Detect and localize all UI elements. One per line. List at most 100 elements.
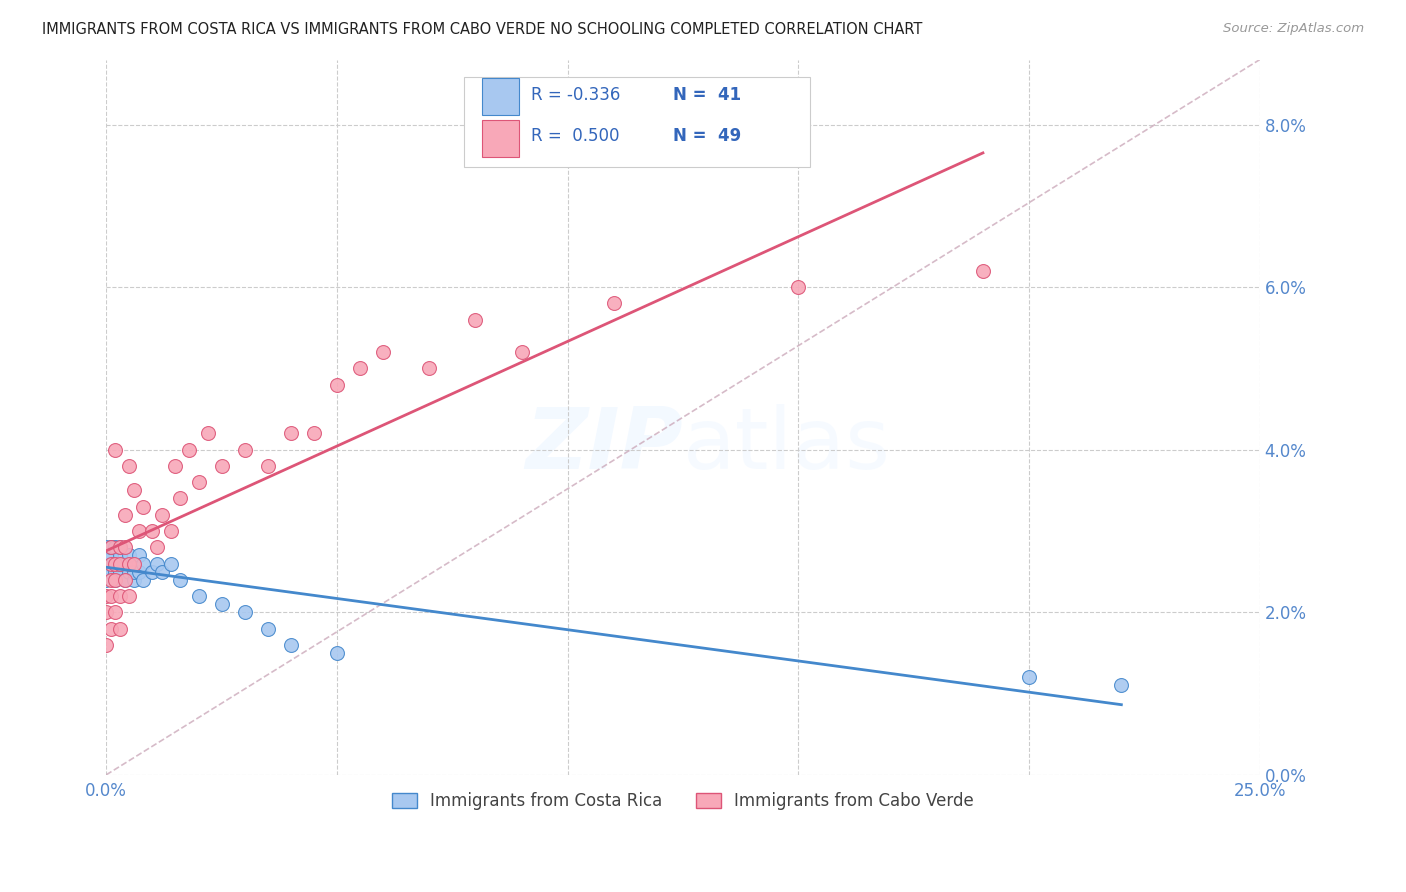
Point (150, 508, 173, 522)
Point (104, 573, 127, 587)
Text: IMMIGRANTS FROM COSTA RICA VS IMMIGRANTS FROM CABO VERDE NO SCHOOLING COMPLETED : IMMIGRANTS FROM COSTA RICA VS IMMIGRANTS… (42, 22, 922, 37)
Point (96, 557, 118, 571)
Point (100, 541, 122, 555)
Point (187, 589, 209, 603)
Point (1018, 670, 1040, 684)
Point (165, 458, 187, 473)
Point (160, 524, 183, 538)
Point (96, 589, 118, 603)
Point (141, 565, 163, 579)
Point (100, 541, 122, 555)
Point (211, 458, 233, 473)
Point (326, 377, 349, 392)
Point (122, 565, 145, 579)
Point (302, 426, 325, 441)
Point (100, 565, 122, 579)
Point (100, 557, 122, 571)
Point (132, 500, 155, 514)
Point (114, 573, 136, 587)
Point (96, 638, 118, 652)
Point (96, 605, 118, 619)
Point (464, 312, 486, 326)
Point (100, 541, 122, 555)
Point (108, 557, 131, 571)
Point (114, 541, 136, 555)
Point (104, 442, 127, 457)
Point (104, 605, 127, 619)
Point (128, 549, 150, 563)
Point (100, 622, 122, 636)
Point (256, 458, 278, 473)
Text: 0.0%: 0.0% (86, 782, 127, 800)
FancyBboxPatch shape (482, 78, 519, 115)
Point (104, 557, 127, 571)
Point (96, 541, 118, 555)
Point (114, 557, 136, 571)
Point (118, 589, 141, 603)
Point (100, 589, 122, 603)
Point (603, 296, 626, 310)
Point (211, 597, 233, 611)
Point (122, 557, 145, 571)
Point (510, 345, 533, 359)
Point (114, 508, 136, 522)
Point (104, 541, 127, 555)
Point (146, 557, 169, 571)
Point (972, 264, 994, 278)
Point (108, 622, 131, 636)
Point (349, 361, 371, 376)
Point (160, 557, 183, 571)
Text: Source: ZipAtlas.com: Source: ZipAtlas.com (1223, 22, 1364, 36)
Point (122, 573, 145, 587)
Point (280, 638, 302, 652)
Point (371, 345, 394, 359)
Point (104, 573, 127, 587)
Point (108, 541, 131, 555)
Text: ZIP: ZIP (526, 404, 683, 487)
Text: atlas: atlas (683, 404, 891, 487)
Point (418, 361, 440, 376)
Point (100, 549, 122, 563)
Point (96, 549, 118, 563)
Text: N =  41: N = 41 (672, 86, 741, 103)
Point (326, 646, 349, 660)
Point (233, 605, 256, 619)
Point (100, 573, 122, 587)
Point (141, 524, 163, 538)
Legend: Immigrants from Costa Rica, Immigrants from Cabo Verde: Immigrants from Costa Rica, Immigrants f… (385, 785, 980, 816)
Point (132, 573, 155, 587)
Point (132, 557, 155, 571)
Point (104, 565, 127, 579)
Point (108, 565, 131, 579)
Point (128, 524, 150, 538)
Point (122, 483, 145, 498)
Point (108, 557, 131, 571)
Point (118, 549, 141, 563)
Text: 25.0%: 25.0% (1233, 782, 1286, 800)
Point (108, 549, 131, 563)
Text: R = -0.336: R = -0.336 (530, 86, 620, 103)
Point (96, 573, 118, 587)
FancyBboxPatch shape (482, 120, 519, 157)
Point (118, 565, 141, 579)
Point (108, 589, 131, 603)
Point (108, 541, 131, 555)
Point (150, 565, 173, 579)
Point (197, 426, 219, 441)
Point (1111, 678, 1133, 692)
Point (100, 557, 122, 571)
Point (187, 475, 209, 490)
Point (787, 280, 810, 294)
FancyBboxPatch shape (464, 78, 810, 167)
Point (280, 426, 302, 441)
Point (146, 541, 169, 555)
Point (169, 491, 191, 506)
Point (233, 442, 256, 457)
Point (118, 458, 141, 473)
Text: R =  0.500: R = 0.500 (530, 128, 619, 145)
Point (179, 442, 201, 457)
Point (128, 565, 150, 579)
Point (118, 557, 141, 571)
Point (96, 557, 118, 571)
Point (169, 573, 191, 587)
